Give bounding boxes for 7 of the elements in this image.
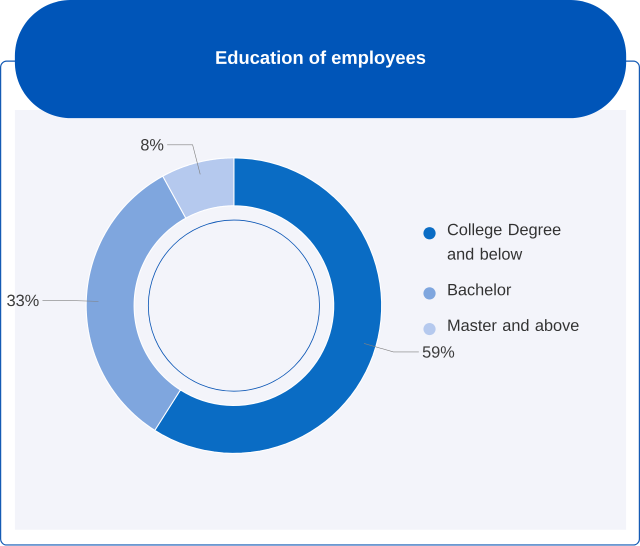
data-label: 59%	[422, 346, 454, 358]
data-label: 33%	[7, 294, 39, 306]
legend-label: College Degree and below	[448, 223, 560, 260]
legend-label: Master and above	[448, 319, 579, 332]
data-label: 8%	[141, 139, 164, 151]
chart-title: Education of employees	[216, 50, 426, 68]
legend-label: Bachelor	[448, 284, 512, 296]
